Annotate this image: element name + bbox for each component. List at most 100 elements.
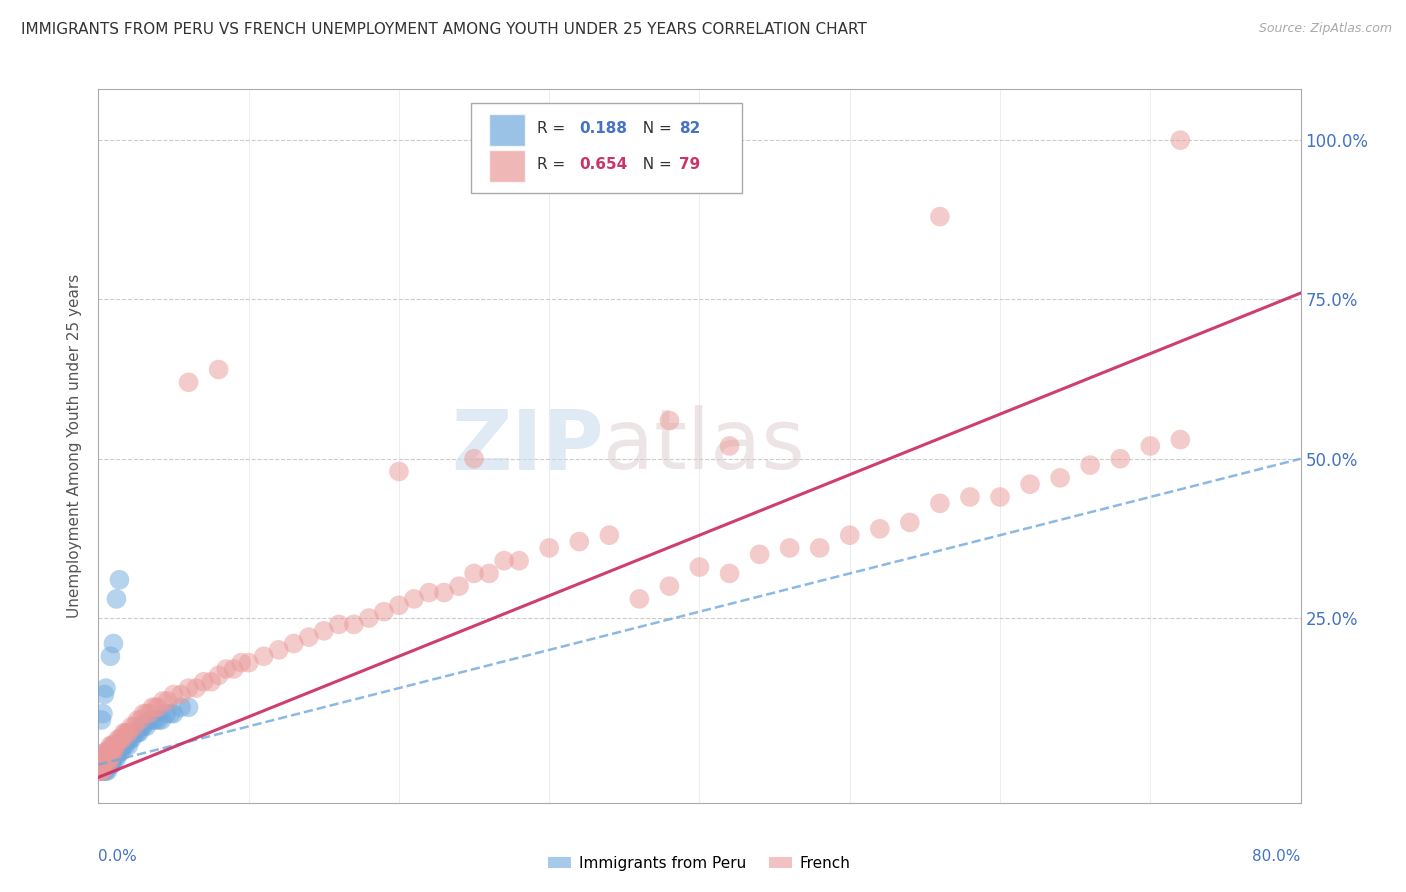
Point [103,739,125,753]
Point [101,757,124,772]
Point [1019,477,1042,491]
Point [1139,439,1161,453]
Point [91,751,114,765]
Point [929,210,952,224]
Point [90,764,112,778]
Point [124,725,146,739]
Point [97,757,120,772]
Point [100,757,122,772]
Point [94,751,117,765]
Point [108,573,131,587]
Point [159,706,181,721]
Text: IMMIGRANTS FROM PERU VS FRENCH UNEMPLOYMENT AMONG YOUTH UNDER 25 YEARS CORRELATI: IMMIGRANTS FROM PERU VS FRENCH UNEMPLOYM… [21,22,868,37]
Point [568,534,591,549]
Point [90,713,112,727]
Point [100,751,122,765]
Point [97,751,120,765]
Point [127,713,149,727]
Point [104,751,127,765]
Point [658,413,681,427]
Point [135,706,157,721]
Point [94,751,117,765]
Point [110,732,132,747]
Point [117,725,139,739]
Point [1049,471,1071,485]
Point [103,751,125,765]
Point [869,522,891,536]
Point [162,688,184,702]
Point [141,700,163,714]
Point [156,694,179,708]
Text: atlas: atlas [603,406,806,486]
Point [118,732,141,747]
Point [104,745,127,759]
Point [96,764,118,778]
Point [103,745,125,759]
Point [208,362,231,376]
Point [402,591,425,606]
Point [105,751,128,765]
Point [463,451,485,466]
Point [253,649,276,664]
Point [96,745,118,759]
Text: Source: ZipAtlas.com: Source: ZipAtlas.com [1258,22,1392,36]
Point [135,719,157,733]
Point [138,706,160,721]
Point [105,745,128,759]
Point [357,611,380,625]
Point [779,541,801,555]
Point [898,516,921,530]
Point [184,681,207,695]
Point [929,496,952,510]
Text: N =: N = [633,121,678,136]
Point [127,725,149,739]
Point [628,591,651,606]
Point [312,624,335,638]
Point [105,739,128,753]
Point [131,719,153,733]
Point [93,751,115,765]
Point [177,376,200,390]
Point [388,599,411,613]
Point [110,739,132,753]
Point [132,706,155,721]
Point [117,732,139,747]
Point [89,764,111,778]
Point [97,745,120,759]
Point [90,757,112,772]
Text: 0.188: 0.188 [579,121,627,136]
Point [152,694,174,708]
Point [193,674,215,689]
Point [494,554,516,568]
Point [94,764,117,778]
Point [112,725,135,739]
Text: R =: R = [537,121,571,136]
Point [988,490,1011,504]
Point [101,739,124,753]
Point [94,681,117,695]
Point [114,725,136,739]
Point [718,566,741,581]
Point [93,757,115,772]
Point [107,745,129,759]
Point [117,739,139,753]
Point [145,713,167,727]
Point [122,725,145,739]
Point [91,764,114,778]
Point [91,764,114,778]
Point [388,465,411,479]
Point [94,745,117,759]
Point [93,751,115,765]
Point [1170,433,1192,447]
Point [115,732,138,747]
Point [110,745,132,759]
Point [90,764,112,778]
Point [93,688,115,702]
Point [104,739,127,753]
Point [100,751,122,765]
Point [96,751,118,765]
Point [103,636,125,650]
Point [101,751,124,765]
Point [129,719,152,733]
Point [141,713,163,727]
